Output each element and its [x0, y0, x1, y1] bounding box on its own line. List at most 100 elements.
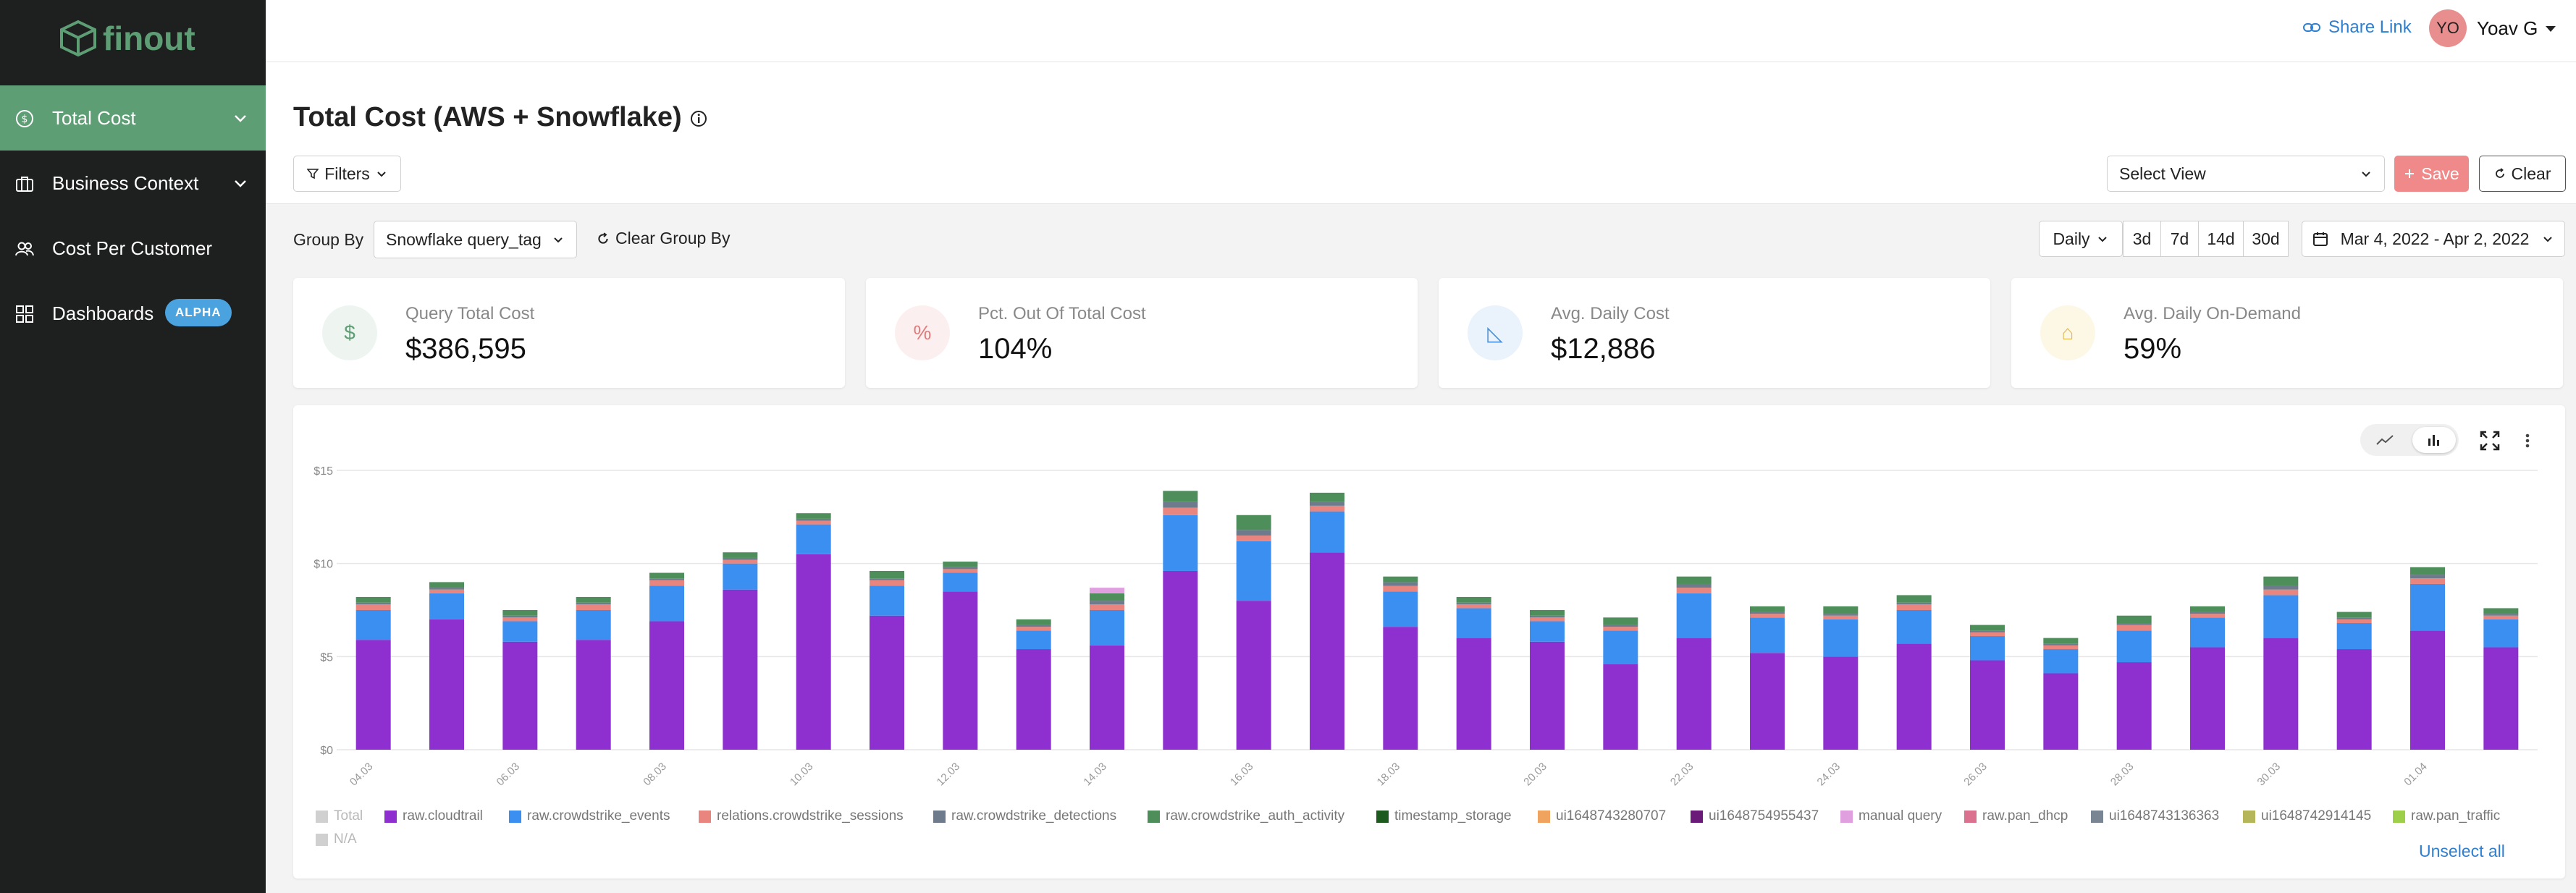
unselect-all-link[interactable]: Unselect all [2419, 842, 2505, 860]
bar-segment [576, 604, 611, 610]
bar-segment [1383, 576, 1418, 583]
expand-icon[interactable] [2479, 430, 2501, 452]
bar-segment [1676, 583, 1712, 588]
user-menu[interactable]: Yoav G [2477, 17, 2556, 40]
legend-item[interactable]: raw.cloudtrail [384, 808, 483, 824]
legend-label: ui1648743280707 [1556, 808, 1667, 824]
reset-icon [2495, 168, 2504, 178]
finout-logo[interactable]: finout [58, 19, 195, 58]
bar-segment [2336, 649, 2372, 750]
legend-item[interactable]: ui1648743136363 [2091, 808, 2219, 824]
group-by-label: Group By [293, 230, 364, 249]
legend-item[interactable]: raw.pan_traffic [2393, 808, 2500, 824]
legend-item[interactable]: ui1648754955437 [1691, 808, 1819, 824]
y-tick-label: $0 [320, 745, 333, 757]
bar-segment [1163, 515, 1198, 571]
bar-segment [1823, 606, 1859, 614]
legend-swatch [316, 810, 328, 823]
legend-swatch [2243, 810, 2255, 823]
bar-segment [2410, 630, 2445, 750]
bar-segment [2043, 645, 2079, 650]
sidebar-item-cost-per-customer[interactable]: Cost Per Customer [0, 216, 266, 281]
bar-segment [1603, 617, 1638, 625]
kpi-value: $386,595 [405, 333, 526, 365]
grid-icon [16, 305, 33, 323]
legend-item[interactable]: raw.crowdstrike_auth_activity [1148, 808, 1344, 824]
x-tick-label: 08.03 [641, 761, 669, 789]
x-tick-label: 10.03 [788, 761, 816, 789]
line-chart-icon [2376, 435, 2394, 445]
range-30d-button[interactable]: 30d [2243, 221, 2289, 257]
bar-segment [796, 554, 831, 750]
bar-segment [429, 589, 464, 593]
legend-label: raw.crowdstrike_events [527, 808, 670, 824]
save-button[interactable]: Save [2394, 156, 2469, 192]
tag-icon: ⌂ [2040, 305, 2095, 360]
bar-segment [1383, 582, 1418, 586]
info-icon[interactable] [689, 109, 708, 128]
bar-segment [2336, 623, 2372, 650]
legend-item[interactable]: raw.pan_dhcp [1964, 808, 2068, 824]
legend-item[interactable]: N/A [316, 831, 357, 847]
bar-segment [1163, 570, 1198, 750]
sidebar-item-label: Business Context [52, 172, 199, 194]
sidebar-item-dashboards[interactable]: Dashboards ALPHA [0, 281, 266, 346]
chevron-down-icon [235, 115, 246, 122]
legend-label: raw.pan_traffic [2411, 808, 2501, 824]
legend-item[interactable]: manual query [1840, 808, 1942, 824]
share-link-button[interactable]: Share Link [2302, 17, 2412, 38]
legend-item[interactable]: raw.crowdstrike_detections [933, 808, 1116, 824]
legend-item[interactable]: timestamp_storage [1376, 808, 1512, 824]
x-tick-label: 14.03 [1081, 761, 1109, 789]
bar-segment [1896, 595, 1932, 603]
bar-segment [1750, 606, 1785, 612]
x-tick-label: 22.03 [1668, 761, 1696, 789]
bar-segment [1016, 625, 1051, 627]
clear-button[interactable]: Clear [2479, 156, 2566, 192]
sidebar-item-business-context[interactable]: Business Context [0, 151, 266, 216]
sidebar-item-total-cost[interactable]: $ Total Cost [0, 85, 266, 151]
granularity-dropdown[interactable]: Daily [2039, 221, 2123, 257]
bar-segment [1236, 530, 1271, 536]
line-chart-toggle[interactable] [2363, 427, 2407, 453]
legend-swatch [1538, 810, 1550, 823]
chevron-down-icon [2097, 237, 2107, 242]
bar-segment [1236, 515, 1271, 530]
legend-swatch [933, 810, 946, 823]
bar-segment [429, 582, 464, 588]
bar-segment [1603, 627, 1638, 631]
bar-segment [2336, 617, 2372, 619]
clear-group-by-button[interactable]: Clear Group By [597, 229, 731, 248]
range-14d-button[interactable]: 14d [2198, 221, 2244, 257]
bar-segment [796, 518, 831, 521]
bar-segment [796, 513, 831, 519]
plus-icon [2405, 169, 2415, 178]
calendar-icon [2313, 232, 2328, 246]
range-7d-button[interactable]: 7d [2160, 221, 2199, 257]
more-options-icon[interactable] [2523, 430, 2532, 452]
group-by-dropdown[interactable]: Snowflake query_tag [374, 221, 577, 258]
bar-segment [796, 524, 831, 554]
bar-segment [429, 593, 464, 619]
legend-item[interactable]: Total [316, 808, 363, 824]
filters-button[interactable]: Filters [293, 156, 401, 192]
bar-segment [1970, 660, 2005, 750]
cube-logo-icon [60, 20, 96, 57]
bar-segment [2116, 630, 2152, 663]
group-by-value: Snowflake query_tag [386, 229, 542, 249]
legend-item[interactable]: ui1648743280707 [1538, 808, 1666, 824]
legend-item[interactable]: relations.crowdstrike_sessions [699, 808, 904, 824]
legend-item[interactable]: raw.crowdstrike_events [509, 808, 670, 824]
date-range-picker[interactable]: Mar 4, 2022 - Apr 2, 2022 [2302, 221, 2565, 257]
select-view-dropdown[interactable]: Select View [2107, 156, 2385, 192]
avatar[interactable]: YO [2429, 9, 2467, 47]
legend-label: manual query [1859, 808, 1942, 824]
range-3d-button[interactable]: 3d [2123, 221, 2161, 257]
chart-type-toggle[interactable] [2360, 424, 2459, 456]
bar-segment [1750, 614, 1785, 618]
bar-segment [1750, 617, 1785, 653]
legend-item[interactable]: ui1648742914145 [2243, 808, 2371, 824]
bar-segment [1823, 614, 1859, 616]
briefcase-icon [16, 177, 33, 192]
bar-chart-toggle[interactable] [2412, 427, 2456, 453]
